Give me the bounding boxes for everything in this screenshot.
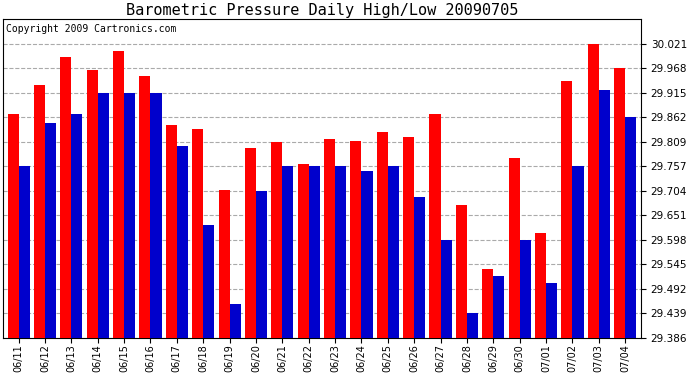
- Bar: [403, 137, 414, 338]
- Bar: [429, 114, 441, 338]
- Bar: [71, 114, 82, 338]
- Bar: [441, 240, 452, 338]
- Bar: [8, 114, 19, 338]
- Bar: [45, 123, 56, 338]
- Bar: [245, 148, 256, 338]
- Bar: [271, 142, 282, 338]
- Bar: [377, 132, 388, 338]
- Bar: [256, 190, 267, 338]
- Bar: [351, 141, 362, 338]
- Bar: [124, 93, 135, 338]
- Bar: [192, 129, 204, 338]
- Bar: [493, 276, 504, 338]
- Bar: [166, 125, 177, 338]
- Bar: [219, 190, 230, 338]
- Bar: [139, 76, 150, 338]
- Bar: [482, 269, 493, 338]
- Bar: [98, 93, 109, 338]
- Bar: [297, 164, 308, 338]
- Text: Copyright 2009 Cartronics.com: Copyright 2009 Cartronics.com: [6, 24, 177, 34]
- Bar: [599, 90, 610, 338]
- Bar: [467, 314, 478, 338]
- Bar: [60, 57, 71, 338]
- Bar: [204, 225, 215, 338]
- Bar: [19, 166, 30, 338]
- Bar: [113, 51, 124, 338]
- Bar: [614, 68, 625, 338]
- Bar: [34, 85, 45, 338]
- Bar: [509, 158, 520, 338]
- Bar: [282, 166, 293, 338]
- Bar: [535, 233, 546, 338]
- Bar: [546, 283, 557, 338]
- Bar: [308, 166, 319, 338]
- Bar: [177, 146, 188, 338]
- Bar: [230, 304, 241, 338]
- Bar: [573, 166, 584, 338]
- Bar: [388, 166, 399, 338]
- Bar: [324, 139, 335, 338]
- Bar: [625, 117, 636, 338]
- Bar: [520, 240, 531, 338]
- Bar: [150, 93, 161, 338]
- Bar: [362, 171, 373, 338]
- Bar: [456, 206, 467, 338]
- Bar: [87, 70, 98, 338]
- Bar: [562, 81, 573, 338]
- Title: Barometric Pressure Daily High/Low 20090705: Barometric Pressure Daily High/Low 20090…: [126, 3, 518, 18]
- Bar: [335, 166, 346, 338]
- Bar: [414, 197, 425, 338]
- Bar: [588, 44, 599, 338]
